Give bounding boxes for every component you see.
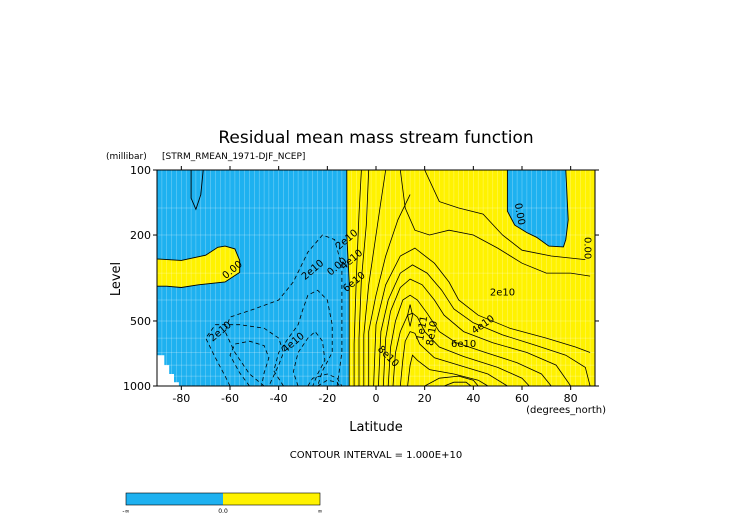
colorbar-positive-swatch xyxy=(223,493,320,505)
positive-contour-line xyxy=(353,170,362,386)
positive-contour-line xyxy=(368,194,411,386)
colorbar-frame xyxy=(125,492,321,506)
x-tick-label: -60 xyxy=(221,392,239,405)
contour-label: 0.00 xyxy=(582,237,593,259)
positive-contour-line xyxy=(399,331,508,386)
positive-contour-line xyxy=(382,278,572,386)
positive-contour-line xyxy=(399,170,591,277)
positive-contour-line xyxy=(392,312,530,386)
plot-area xyxy=(157,170,595,386)
y-axis-label: Level xyxy=(109,262,124,296)
y-tick-label: 200 xyxy=(130,229,151,242)
x-tick-label: 40 xyxy=(466,392,480,405)
x-tick-label: 60 xyxy=(515,392,529,405)
positive-contour-line xyxy=(424,375,479,386)
negative-region-fill xyxy=(157,170,350,386)
missing-data-fill xyxy=(157,355,179,386)
positive-contour-line xyxy=(443,381,472,386)
x-tick-label: 80 xyxy=(564,392,578,405)
positive-contour-line xyxy=(157,170,350,386)
negative-contour-line xyxy=(273,289,333,386)
colorbar-negative-swatch xyxy=(126,493,223,505)
negative-contour-line xyxy=(205,324,284,386)
x-axis-label: Latitude xyxy=(349,420,403,435)
contour-label: 8e10 xyxy=(425,320,440,347)
colorbar-label: 0.0 xyxy=(218,508,228,515)
positive-contour-line xyxy=(424,170,586,260)
contour-label: 6e10 xyxy=(451,339,476,350)
contour-label: 1e11 xyxy=(415,315,430,342)
positive-contour-line xyxy=(407,354,489,386)
chart-title: Residual mean mass stream function xyxy=(218,128,533,148)
positive-contour-line xyxy=(378,264,591,386)
positive-contour-line xyxy=(407,304,413,327)
colorbar-label: ∞ xyxy=(318,508,323,515)
y-units-label: (millibar) xyxy=(106,152,147,162)
y-tick-label: 1000 xyxy=(123,380,151,393)
y-tick-label: 100 xyxy=(130,164,151,177)
contour-label: 2e10 xyxy=(490,288,515,299)
negative-contour-line xyxy=(292,331,326,386)
positive-contour-line xyxy=(363,170,387,386)
x-tick-label: -40 xyxy=(270,392,288,405)
positive-contour-line xyxy=(387,294,552,386)
colorbar: -∞ 0.0 ∞ xyxy=(122,492,323,515)
chart-subtitle: [STRM_RMEAN_1971-DJF_NCEP] xyxy=(162,152,305,162)
negative-contour-line xyxy=(224,234,343,386)
x-tick-label: -20 xyxy=(318,392,336,405)
negative-contour-line xyxy=(307,373,343,386)
x-tick-label: -80 xyxy=(172,392,190,405)
negative-contour-line xyxy=(317,379,340,386)
x-units-label: (degrees_north) xyxy=(526,405,606,416)
colorbar-label: -∞ xyxy=(122,508,129,515)
positive-contour-line xyxy=(373,247,591,386)
negative-region-fill xyxy=(507,170,569,247)
positive-contour-line xyxy=(358,170,370,386)
contour-interval-text: CONTOUR INTERVAL = 1.000E+10 xyxy=(290,450,462,461)
negative-contour-line xyxy=(229,340,270,386)
x-tick-label: 20 xyxy=(418,392,432,405)
positive-contour-line xyxy=(506,170,569,248)
contour-label: 0.00 xyxy=(512,202,527,226)
x-tick-label: 0 xyxy=(373,392,380,405)
y-tick-label: 500 xyxy=(130,315,151,328)
